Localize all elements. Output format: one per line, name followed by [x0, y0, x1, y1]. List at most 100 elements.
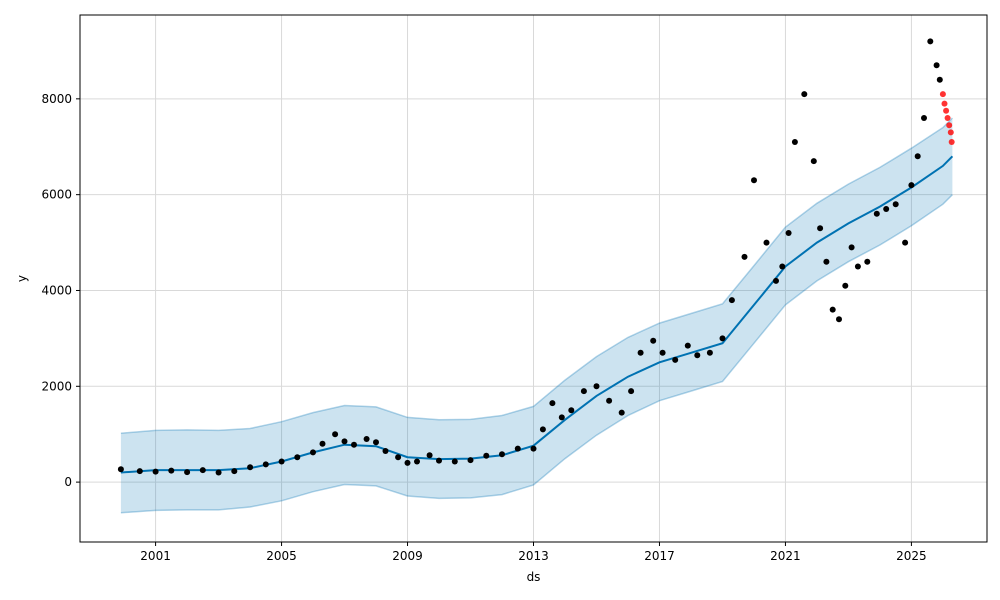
observed-point — [908, 182, 915, 189]
recent-point — [947, 129, 954, 136]
observed-point — [864, 258, 871, 265]
band-lower-edge — [120, 194, 953, 514]
observed-point — [199, 467, 206, 474]
observed-point — [351, 441, 357, 448]
observed-point — [829, 306, 836, 313]
x-tick-label: 2013 — [518, 549, 549, 563]
observed-point — [914, 153, 921, 160]
observed-point — [936, 76, 943, 83]
recent-point — [939, 91, 946, 98]
y-tick-label: 2000 — [41, 379, 72, 393]
observed-points-group — [117, 38, 943, 476]
observed-point — [628, 388, 635, 395]
x-tick-label: 2005 — [266, 549, 297, 563]
observed-point — [892, 201, 899, 208]
observed-point — [568, 407, 575, 414]
observed-point — [363, 436, 370, 442]
uncertainty-band-area — [120, 118, 953, 513]
observed-point — [817, 225, 824, 232]
observed-point — [117, 466, 124, 473]
observed-point — [426, 452, 433, 459]
observed-point — [706, 349, 713, 356]
observed-point — [779, 263, 786, 270]
observed-point — [650, 337, 657, 344]
x-tick-label: 2025 — [896, 549, 927, 563]
observed-point — [854, 263, 861, 270]
observed-point — [823, 258, 830, 265]
x-tick-label: 2021 — [770, 549, 801, 563]
observed-point — [902, 239, 909, 246]
observed-point — [451, 458, 458, 465]
observed-point — [836, 316, 842, 323]
observed-point — [247, 464, 254, 471]
recent-point — [943, 107, 950, 114]
observed-point — [933, 62, 940, 69]
observed-point — [694, 352, 701, 359]
observed-point — [785, 230, 792, 236]
recent-point — [946, 122, 953, 129]
observed-point — [414, 458, 420, 465]
observed-point — [842, 282, 849, 289]
observed-point — [319, 440, 326, 447]
observed-point — [672, 356, 679, 363]
observed-point — [382, 448, 389, 454]
observed-point — [773, 277, 779, 284]
observed-point — [580, 388, 587, 395]
observed-point — [558, 414, 565, 421]
recent-point — [941, 100, 948, 107]
y-tick-label: 4000 — [41, 283, 72, 297]
observed-point — [436, 457, 442, 464]
observed-point — [593, 383, 600, 390]
observed-point — [741, 253, 748, 260]
recent-points-group — [939, 91, 955, 145]
observed-point — [341, 438, 348, 445]
grid-lines — [80, 15, 987, 542]
observed-point — [659, 349, 666, 356]
observed-point — [873, 210, 880, 217]
observed-point — [606, 397, 613, 404]
observed-point — [927, 38, 934, 45]
observed-point — [168, 467, 175, 474]
observed-point — [763, 239, 770, 246]
observed-point — [231, 468, 238, 475]
observed-point — [801, 91, 808, 98]
observed-point — [483, 452, 490, 459]
band-upper-edge — [120, 117, 953, 434]
x-axis-ticks: 2001 2005 2009 2013 2017 2021 2025 — [140, 542, 927, 563]
observed-point — [637, 349, 644, 356]
observed-point — [719, 335, 726, 342]
y-axis-ticks: 0 2000 4000 6000 8000 — [41, 92, 80, 489]
y-tick-label: 8000 — [41, 92, 72, 106]
observed-point — [136, 468, 143, 475]
recent-point — [948, 139, 955, 145]
observed-point — [310, 449, 316, 456]
observed-point — [539, 426, 546, 433]
observed-point — [467, 457, 474, 464]
observed-point — [184, 469, 191, 476]
y-tick-label: 0 — [64, 475, 72, 489]
observed-point — [395, 454, 402, 461]
observed-point — [262, 461, 269, 468]
observed-point — [883, 206, 890, 212]
y-tick-label: 6000 — [41, 188, 72, 202]
observed-point — [549, 400, 556, 407]
uncertainty-band — [120, 117, 953, 514]
observed-point — [332, 431, 339, 438]
observed-point — [152, 468, 159, 475]
observed-point — [618, 409, 625, 416]
x-tick-label: 2017 — [644, 549, 675, 563]
observed-point — [530, 445, 537, 452]
x-axis-title: ds — [527, 570, 541, 584]
observed-point — [404, 459, 411, 466]
recent-point — [944, 115, 951, 121]
observed-point — [514, 445, 521, 452]
observed-point — [728, 297, 735, 304]
x-tick-label: 2009 — [392, 549, 423, 563]
observed-point — [499, 451, 505, 458]
observed-point — [751, 177, 757, 184]
observed-point — [848, 244, 855, 251]
x-tick-label: 2001 — [140, 549, 171, 563]
observed-point — [215, 469, 222, 476]
observed-point — [684, 342, 691, 349]
